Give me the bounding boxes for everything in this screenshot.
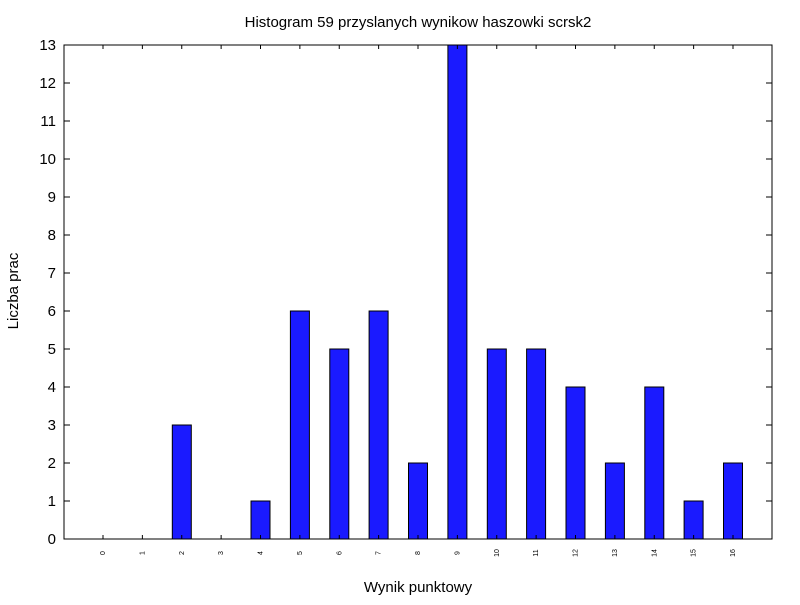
x-tick-label: 3 — [218, 551, 225, 555]
y-tick-label: 0 — [48, 531, 56, 548]
x-tick-label: 9 — [454, 551, 461, 555]
bar-14 — [644, 386, 665, 540]
x-tick-label: 0 — [100, 551, 107, 555]
x-ticks-layer: 0 1 2 3 4 5 6 7 8 9 10 11 12 13 14 15 16 — [100, 45, 737, 557]
y-tick-label: 13 — [39, 37, 56, 54]
bars-layer — [171, 44, 743, 540]
x-axis-label: Wynik punktowy — [364, 579, 473, 596]
x-tick-label: 13 — [612, 549, 619, 557]
x-tick-label: 4 — [258, 551, 265, 555]
bar-6 — [329, 348, 350, 540]
y-tick-label: 10 — [39, 151, 56, 168]
bar-11 — [526, 348, 547, 540]
chart-title: Histogram 59 przyslanych wynikow haszowk… — [245, 14, 592, 31]
y-tick-label: 2 — [48, 455, 56, 472]
bar-4 — [250, 500, 271, 540]
y-tick-label: 6 — [48, 303, 56, 320]
y-axis-label: Liczba prac — [5, 252, 22, 329]
x-tick-label: 14 — [651, 549, 658, 557]
y-tick-label: 7 — [48, 265, 56, 282]
bar-12 — [565, 386, 586, 540]
y-tick-label: 1 — [48, 493, 56, 510]
x-tick-label: 1 — [139, 551, 146, 555]
bar-15 — [683, 500, 704, 540]
x-tick-label: 5 — [297, 551, 304, 555]
y-tick-label: 9 — [48, 189, 56, 206]
bar-7 — [368, 310, 389, 540]
bar-13 — [604, 462, 625, 540]
x-tick-label: 10 — [494, 549, 501, 557]
bar-8 — [408, 462, 428, 540]
bar-5 — [289, 310, 310, 540]
x-tick-label: 12 — [573, 549, 580, 557]
y-tick-label: 8 — [48, 227, 56, 244]
y-tick-label: 12 — [39, 75, 56, 92]
x-tick-label: 7 — [376, 551, 383, 555]
x-tick-label: 15 — [691, 549, 698, 557]
bar-10 — [486, 348, 507, 540]
y-tick-label: 11 — [40, 113, 56, 130]
bar-16 — [723, 462, 743, 540]
x-tick-label: 8 — [415, 551, 422, 555]
bar-2 — [171, 424, 192, 540]
bar-9 — [447, 44, 468, 540]
y-tick-label: 3 — [48, 417, 56, 434]
y-tick-label: 4 — [48, 379, 56, 396]
x-tick-label: 2 — [179, 551, 186, 555]
y-tick-label: 5 — [48, 341, 56, 358]
x-tick-label: 6 — [336, 551, 343, 555]
x-tick-label: 16 — [730, 549, 737, 557]
x-tick-label: 11 — [533, 549, 540, 556]
